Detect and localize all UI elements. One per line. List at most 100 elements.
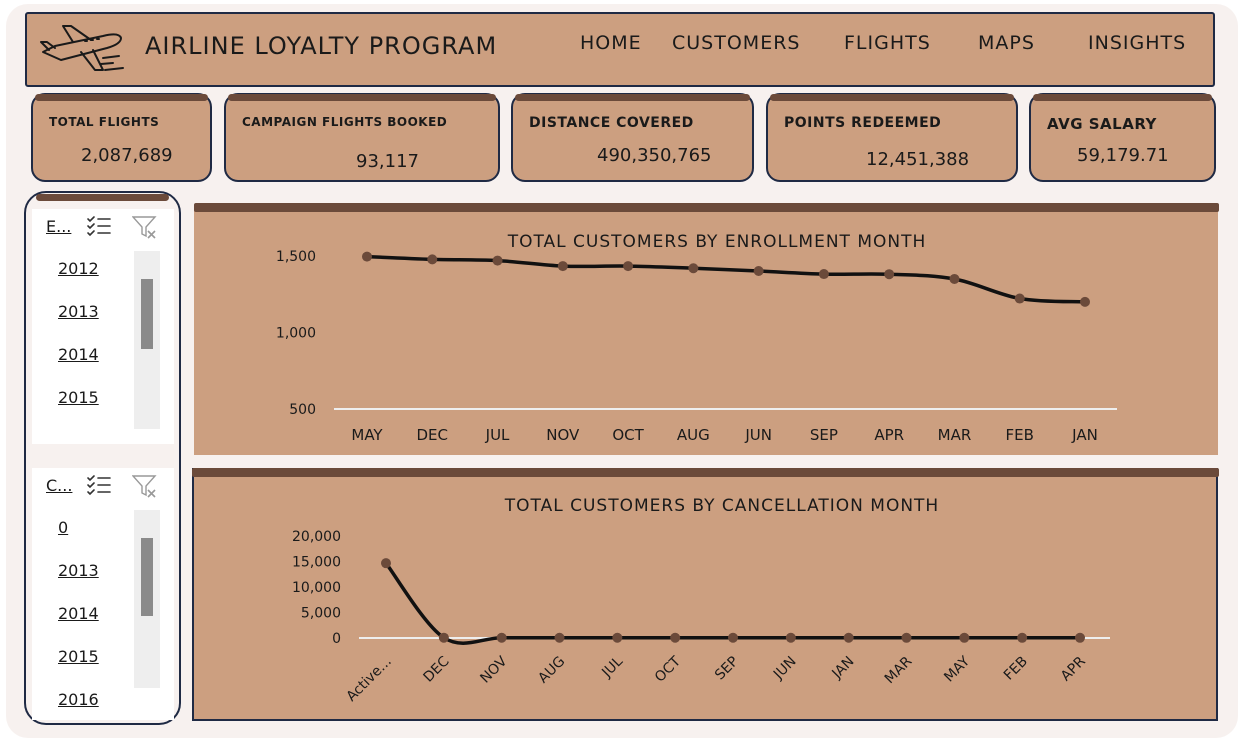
y-tick-label: 1,500 — [276, 249, 316, 265]
kpi-total-flights: TOTAL FLIGHTS 2,087,689 — [31, 93, 212, 182]
x-tick-label: AUG — [677, 426, 710, 444]
slicer-panel: E... 2012 2013 2014 2015 C... — [24, 191, 181, 725]
x-tick-label: OCT — [652, 653, 684, 685]
nav-insights[interactable]: INSIGHTS — [1088, 32, 1187, 54]
x-tick-label: JUL — [485, 426, 510, 444]
x-tick-label: FEB — [1001, 654, 1031, 684]
card-accent-bar — [228, 94, 496, 101]
kpi-label: TOTAL FLIGHTS — [49, 115, 160, 129]
nav-customers[interactable]: CUSTOMERS — [672, 32, 801, 54]
data-point — [785, 632, 796, 643]
x-tick-label: MAR — [882, 653, 916, 687]
card-accent-bar — [194, 203, 1219, 212]
data-point — [427, 254, 438, 265]
y-tick-label: 20,000 — [292, 529, 341, 545]
slicer-item[interactable]: 2015 — [58, 647, 99, 666]
x-tick-label: JAN — [829, 654, 858, 683]
nav-maps[interactable]: MAPS — [978, 32, 1035, 54]
x-tick-label: JUL — [598, 653, 626, 681]
y-tick-label: 500 — [289, 402, 316, 418]
y-tick-label: 0 — [332, 631, 341, 647]
data-point — [496, 632, 507, 643]
card-accent-bar — [1033, 94, 1212, 101]
x-tick-label: DEC — [421, 653, 453, 685]
nav-home[interactable]: HOME — [580, 32, 642, 54]
enrollment-chart-panel: TOTAL CUSTOMERS BY ENROLLMENT MONTH 1,500… — [194, 203, 1219, 455]
multi-select-icon[interactable] — [86, 215, 112, 237]
data-point — [728, 632, 738, 643]
x-tick-label: MAY — [941, 653, 973, 685]
chart-title: TOTAL CUSTOMERS BY CANCELLATION MONTH — [504, 496, 939, 516]
x-tick-label: JAN — [1071, 426, 1098, 444]
kpi-label: POINTS REDEEMED — [784, 115, 942, 131]
x-tick-label: SEP — [810, 426, 838, 444]
card-accent-bar — [36, 194, 169, 201]
data-point — [901, 632, 912, 643]
data-point — [688, 263, 699, 274]
data-point — [670, 632, 681, 643]
x-tick-label: OCT — [612, 426, 644, 444]
x-tick-label: FEB — [1006, 426, 1034, 444]
kpi-label: DISTANCE COVERED — [529, 115, 694, 131]
cancellation-year-slicer: C... 0 2013 2014 2015 2016 — [32, 468, 174, 720]
cancellation-line-chart: TOTAL CUSTOMERS BY CANCELLATION MONTH 20,… — [292, 496, 1110, 705]
data-point — [1080, 296, 1090, 307]
data-point — [492, 255, 503, 266]
x-tick-label: NOV — [546, 426, 580, 444]
data-point — [438, 632, 449, 643]
slicer-item[interactable]: 2013 — [58, 561, 99, 580]
data-point — [818, 269, 829, 280]
kpi-distance-covered: DISTANCE COVERED 490,350,765 — [511, 93, 754, 182]
data-point — [612, 632, 623, 643]
slicer-item[interactable]: 2015 — [58, 388, 99, 407]
slicer-item[interactable]: 2016 — [58, 690, 99, 709]
x-tick-label: MAR — [938, 426, 972, 444]
x-tick-label: JUN — [770, 654, 800, 684]
card-accent-bar — [770, 94, 1014, 101]
x-tick-label: APR — [874, 426, 904, 444]
slicer-title[interactable]: C... — [46, 476, 73, 495]
data-point — [554, 632, 565, 643]
y-tick-label: 15,000 — [292, 555, 341, 571]
data-point — [1075, 632, 1085, 643]
slicer-title[interactable]: E... — [46, 217, 72, 236]
chart-title: TOTAL CUSTOMERS BY ENROLLMENT MONTH — [507, 232, 927, 252]
kpi-value: 12,451,388 — [866, 149, 970, 170]
series-line — [366, 254, 1086, 304]
x-tick-label: SEP — [712, 654, 742, 684]
x-tick-label: NOV — [477, 653, 510, 686]
clear-filter-icon[interactable] — [132, 215, 158, 239]
kpi-label: AVG SALARY — [1047, 115, 1157, 133]
data-point — [1014, 293, 1025, 304]
card-accent-bar — [35, 94, 208, 101]
clear-filter-icon[interactable] — [132, 474, 158, 498]
slicer-item[interactable]: 2014 — [58, 604, 99, 623]
kpi-points-redeemed: POINTS REDEEMED 12,451,388 — [766, 93, 1018, 182]
scrollbar-thumb[interactable] — [141, 279, 153, 349]
x-tick-label: JUN — [744, 426, 772, 444]
data-point — [381, 558, 391, 569]
kpi-value: 59,179.71 — [1077, 145, 1169, 166]
slicer-item[interactable]: 2014 — [58, 345, 99, 364]
data-point — [362, 251, 372, 262]
x-tick-label: APR — [1058, 653, 1089, 684]
kpi-value: 2,087,689 — [81, 145, 173, 166]
y-tick-label: 10,000 — [292, 580, 341, 596]
scrollbar-thumb[interactable] — [141, 538, 153, 616]
slicer-item[interactable]: 2012 — [58, 259, 99, 278]
x-tick-label: DEC — [417, 426, 449, 444]
data-point — [949, 273, 960, 284]
multi-select-icon[interactable] — [86, 474, 112, 496]
slicer-item[interactable]: 2013 — [58, 302, 99, 321]
data-point — [843, 632, 854, 643]
data-point — [959, 632, 970, 643]
slicer-scrollbar[interactable] — [134, 251, 160, 429]
slicer-item[interactable]: 0 — [58, 518, 69, 537]
kpi-avg-salary: AVG SALARY 59,179.71 — [1029, 93, 1216, 182]
x-tick-label: MAY — [351, 426, 383, 444]
airplane-logo-icon — [40, 25, 124, 71]
slicer-scrollbar[interactable] — [134, 510, 160, 688]
nav-flights[interactable]: FLIGHTS — [844, 32, 931, 54]
data-point — [623, 261, 634, 272]
y-tick-label: 5,000 — [301, 606, 341, 622]
